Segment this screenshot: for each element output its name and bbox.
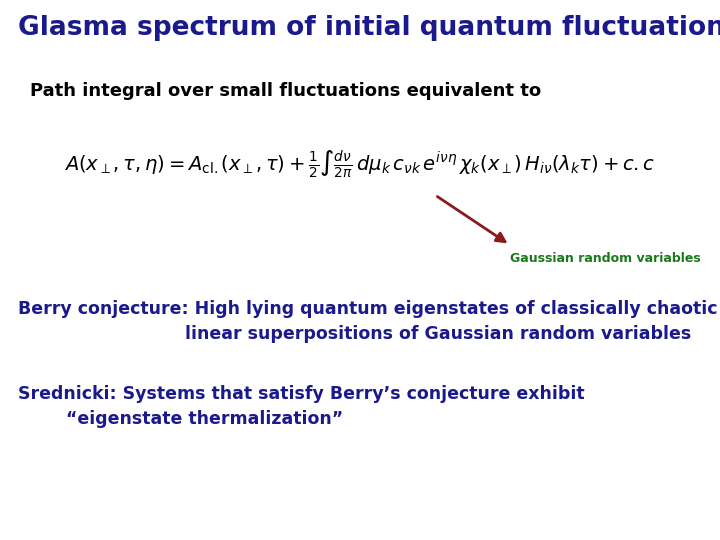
Text: Path integral over small fluctuations equivalent to: Path integral over small fluctuations eq… — [30, 82, 541, 100]
Text: Gaussian random variables: Gaussian random variables — [510, 252, 701, 265]
Text: $A(x_{\perp}, \tau, \eta) = A_{\mathrm{cl.}}(x_{\perp}, \tau) + \frac{1}{2}\int : $A(x_{\perp}, \tau, \eta) = A_{\mathrm{c… — [64, 148, 656, 180]
Text: Berry conjecture: High lying quantum eigenstates of classically chaotic systems,: Berry conjecture: High lying quantum eig… — [18, 300, 720, 343]
Text: Glasma spectrum of initial quantum fluctuations: Glasma spectrum of initial quantum fluct… — [18, 15, 720, 41]
Text: Srednicki: Systems that satisfy Berry’s conjecture exhibit
        “eigenstate t: Srednicki: Systems that satisfy Berry’s … — [18, 385, 585, 428]
